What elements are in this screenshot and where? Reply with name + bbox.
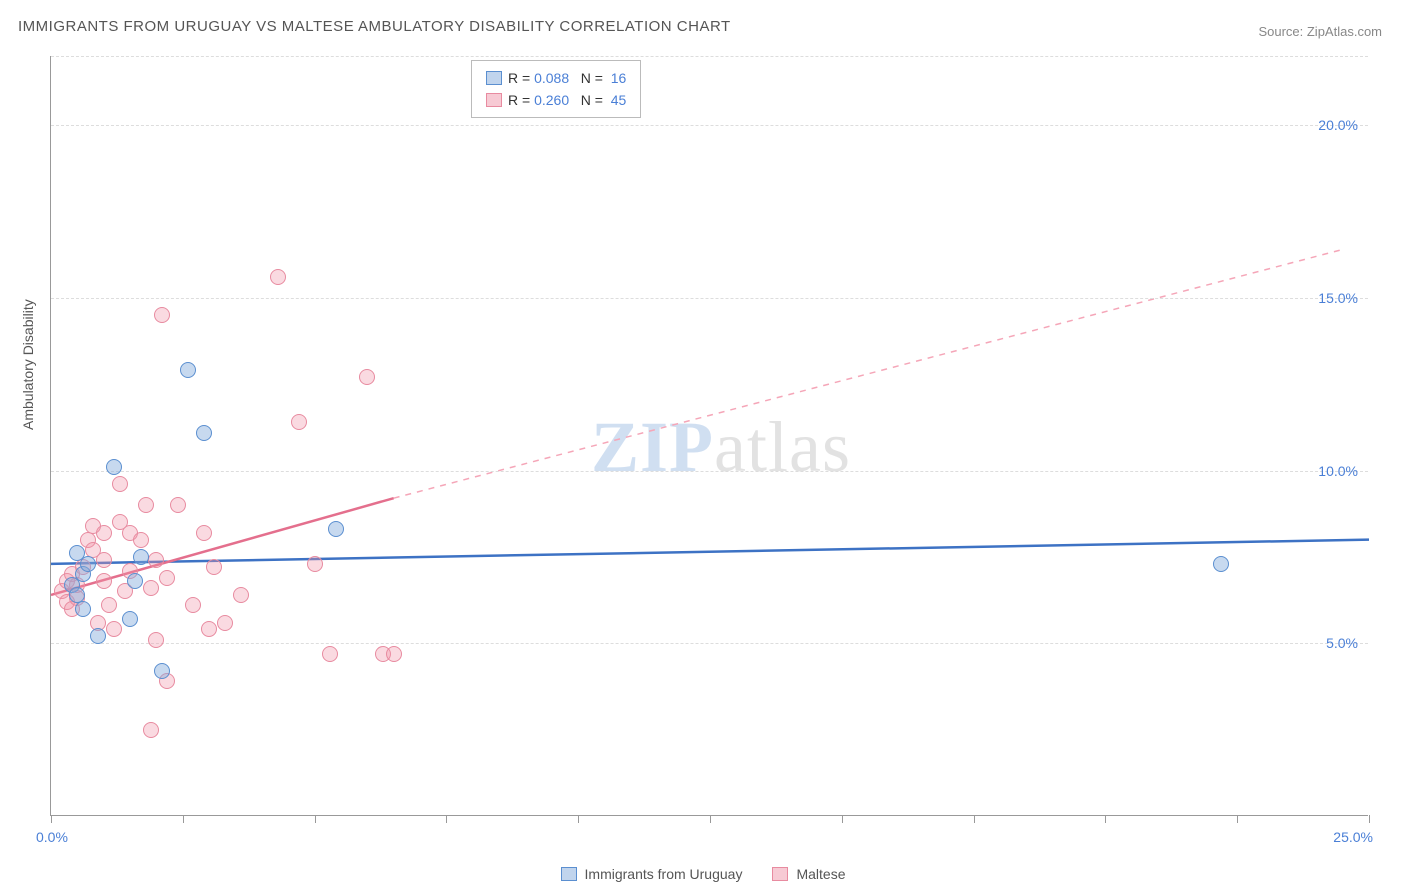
gridline-h: [51, 298, 1368, 299]
data-point-pink: [201, 621, 217, 637]
data-point-pink: [96, 525, 112, 541]
data-point-pink: [96, 573, 112, 589]
x-tick-label: 25.0%: [1333, 829, 1373, 845]
data-point-pink: [206, 559, 222, 575]
data-point-blue: [154, 663, 170, 679]
data-point-pink: [196, 525, 212, 541]
data-point-pink: [386, 646, 402, 662]
x-tick-label: 0.0%: [36, 829, 68, 845]
plot-area: ZIPatlas R = 0.088 N = 16 R = 0.260 N = …: [50, 56, 1368, 816]
y-tick-label: 10.0%: [1318, 463, 1358, 479]
x-tick: [446, 815, 447, 823]
source-label: Source: ZipAtlas.com: [1258, 24, 1382, 39]
x-tick: [51, 815, 52, 823]
data-point-blue: [69, 545, 85, 561]
legend-swatch-pink: [486, 93, 502, 107]
data-point-pink: [291, 414, 307, 430]
x-tick: [1237, 815, 1238, 823]
x-tick: [974, 815, 975, 823]
data-point-pink: [112, 476, 128, 492]
chart-title: IMMIGRANTS FROM URUGUAY VS MALTESE AMBUL…: [18, 18, 731, 35]
watermark: ZIPatlas: [591, 406, 851, 489]
data-point-blue: [196, 425, 212, 441]
gridline-h: [51, 125, 1368, 126]
data-point-pink: [133, 532, 149, 548]
data-point-pink: [322, 646, 338, 662]
y-axis-label: Ambulatory Disability: [20, 299, 36, 430]
data-point-pink: [170, 497, 186, 513]
legend-row-blue: R = 0.088 N = 16: [486, 67, 626, 89]
bottom-legend-blue: Immigrants from Uruguay: [561, 866, 743, 882]
data-point-blue: [122, 611, 138, 627]
data-point-blue: [180, 362, 196, 378]
watermark-zip: ZIP: [591, 407, 714, 487]
data-point-pink: [185, 597, 201, 613]
data-point-blue: [75, 601, 91, 617]
legend-row-pink: R = 0.260 N = 45: [486, 89, 626, 111]
data-point-blue: [90, 628, 106, 644]
correlation-legend: R = 0.088 N = 16 R = 0.260 N = 45: [471, 60, 641, 118]
trend-lines-svg: [51, 56, 1368, 815]
data-point-blue: [106, 459, 122, 475]
data-point-pink: [148, 632, 164, 648]
bottom-label-pink: Maltese: [796, 866, 845, 882]
bottom-legend-pink: Maltese: [772, 866, 845, 882]
data-point-pink: [106, 621, 122, 637]
data-point-pink: [96, 552, 112, 568]
data-point-pink: [101, 597, 117, 613]
legend-text-blue: R = 0.088 N = 16: [508, 67, 626, 89]
x-tick: [842, 815, 843, 823]
x-tick: [1369, 815, 1370, 823]
data-point-pink: [154, 307, 170, 323]
data-point-blue: [127, 573, 143, 589]
gridline-h: [51, 643, 1368, 644]
x-tick: [578, 815, 579, 823]
data-point-pink: [148, 552, 164, 568]
x-tick: [1105, 815, 1106, 823]
y-tick-label: 20.0%: [1318, 117, 1358, 133]
data-point-pink: [143, 722, 159, 738]
y-tick-label: 5.0%: [1326, 635, 1358, 651]
data-point-pink: [270, 269, 286, 285]
legend-swatch-blue: [486, 71, 502, 85]
data-point-pink: [233, 587, 249, 603]
data-point-pink: [359, 369, 375, 385]
data-point-pink: [138, 497, 154, 513]
data-point-pink: [143, 580, 159, 596]
data-point-pink: [307, 556, 323, 572]
x-tick: [315, 815, 316, 823]
bottom-swatch-pink: [772, 867, 788, 881]
gridline-h: [51, 56, 1368, 57]
data-point-pink: [159, 570, 175, 586]
legend-text-pink: R = 0.260 N = 45: [508, 89, 626, 111]
watermark-atlas: atlas: [714, 407, 851, 487]
bottom-label-blue: Immigrants from Uruguay: [585, 866, 743, 882]
gridline-h: [51, 471, 1368, 472]
x-tick: [710, 815, 711, 823]
data-point-blue: [328, 521, 344, 537]
data-point-blue: [1213, 556, 1229, 572]
bottom-legend: Immigrants from Uruguay Maltese: [0, 866, 1406, 882]
data-point-pink: [217, 615, 233, 631]
x-tick: [183, 815, 184, 823]
y-tick-label: 15.0%: [1318, 290, 1358, 306]
data-point-blue: [133, 549, 149, 565]
bottom-swatch-blue: [561, 867, 577, 881]
